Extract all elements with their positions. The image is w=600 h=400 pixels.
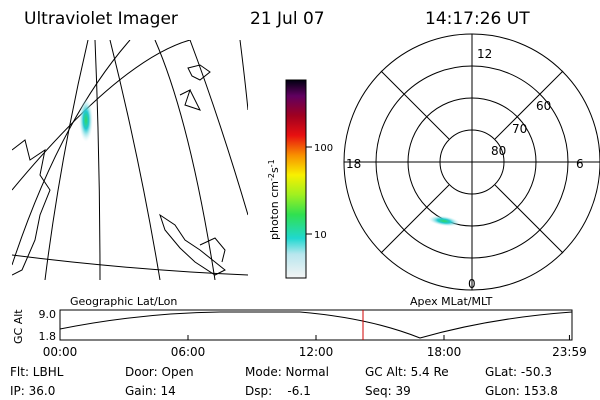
info-field: GC Alt: 5.4 Re (365, 365, 449, 379)
x-tick-label: 06:00 (171, 345, 206, 359)
mlt-label: 12 (477, 47, 492, 61)
info-field: Seq: 39 (365, 384, 411, 398)
altitude-plot: Geographic Lat/Lon Apex MLat/MLT GC Alt … (12, 295, 587, 359)
colorbar: 100 10 photon cm-2s-1 (267, 79, 333, 279)
info-field: Door: Open (125, 365, 194, 379)
unit: s (268, 167, 281, 173)
colorbar-label: photon cm-2s-1 (267, 159, 281, 240)
title: Ultraviolet Imager (24, 9, 178, 29)
lat-label: 60 (536, 99, 551, 113)
date: 21 Jul 07 (250, 9, 325, 29)
map-frame (12, 40, 248, 280)
info-field: Dsp: -6.1 (245, 384, 311, 398)
x-tick-label: 18:00 (427, 345, 462, 359)
lat-label: 80 (491, 144, 506, 158)
time: 14:17:26 UT (425, 9, 530, 29)
info-field: GLon: 153.8 (485, 384, 558, 398)
mlt-label: 6 (576, 157, 584, 171)
geo-map (12, 40, 248, 280)
unit: photon cm (268, 181, 281, 240)
lat-label: 70 (512, 122, 527, 136)
x-tick-label: 00:00 (43, 345, 78, 359)
info-field: Mode: Normal (245, 365, 329, 379)
panel-label: Geographic Lat/Lon (70, 295, 177, 308)
info-field: GLat: -50.3 (485, 365, 552, 379)
colorbar-tick-label: 10 (314, 230, 327, 241)
header: Ultraviolet Imager 21 Jul 07 14:17:26 UT (24, 9, 530, 29)
exponent: -1 (267, 159, 276, 167)
info-field: Gain: 14 (125, 384, 176, 398)
x-tick-label: 23:59 (552, 345, 587, 359)
colorbar-tick-label: 100 (314, 143, 333, 154)
panel-label: Apex MLat/MLT (410, 295, 493, 308)
polar-plot: 12 18 6 0 60 70 80 (343, 33, 600, 291)
mlt-label: 18 (346, 157, 361, 171)
y-axis-label: GC Alt (12, 309, 25, 344)
info-field: IP: 36.0 (10, 384, 55, 398)
info-field: Flt: LBHL (10, 365, 64, 379)
exponent: -2 (267, 173, 276, 181)
mlt-label: 0 (468, 277, 476, 291)
info-panel: Flt: LBHL Door: Open Mode: Normal GC Alt: 5… (10, 365, 558, 398)
x-tick-label: 12:00 (299, 345, 334, 359)
y-tick-label: 1.8 (39, 330, 57, 343)
y-tick-label: 9.0 (39, 308, 57, 321)
colorbar-scale (285, 79, 307, 279)
